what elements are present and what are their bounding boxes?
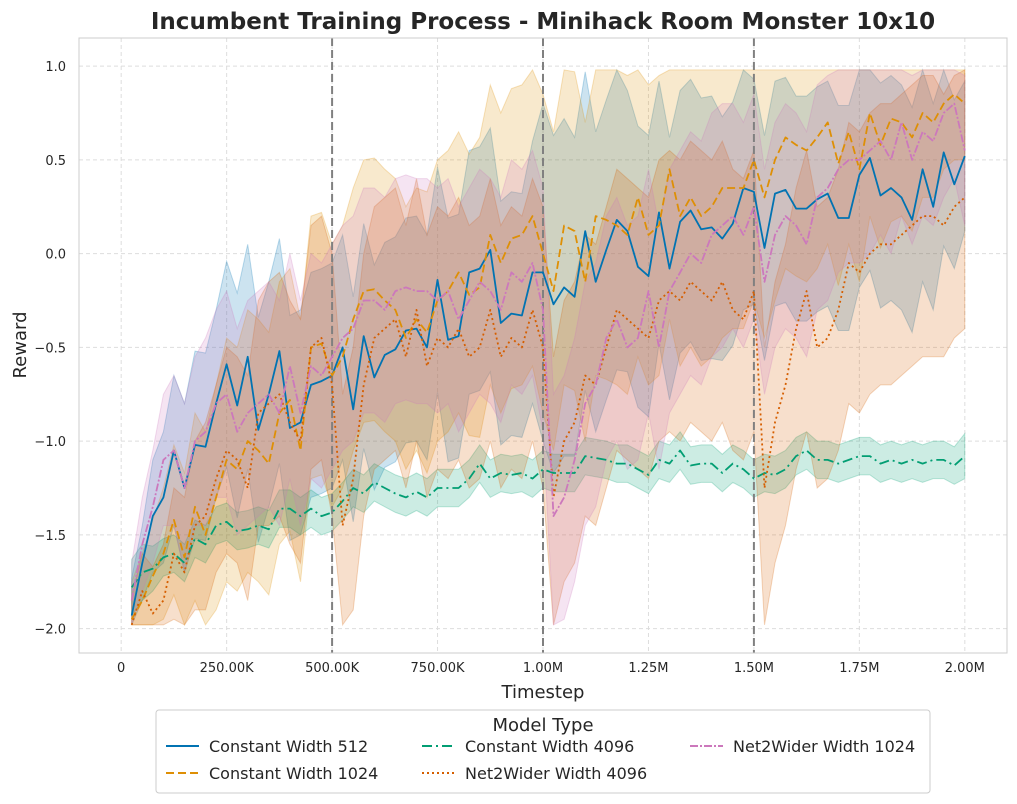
y-tick-label: 1.0	[45, 60, 66, 75]
y-tick-label: 0.0	[45, 248, 66, 263]
x-tick-label: 500.00K	[305, 661, 359, 676]
y-tick-label: −1.0	[34, 435, 66, 450]
legend-title: Model Type	[492, 715, 593, 736]
x-tick-label: 1.25M	[628, 661, 668, 676]
legend-label: Net2Wider Width 1024	[733, 737, 915, 756]
x-tick-label: 2.00M	[945, 661, 985, 676]
y-tick-label: −2.0	[34, 623, 66, 638]
x-tick-label: 250.00K	[200, 661, 254, 676]
legend-label: Constant Width 4096	[465, 737, 634, 756]
confidence-band	[131, 430, 966, 618]
y-tick-label: −0.5	[34, 341, 66, 356]
legend-box	[155, 709, 931, 794]
chart-title: Incumbent Training Process - Minihack Ro…	[151, 9, 935, 35]
x-tick-label: 1.00M	[523, 661, 563, 676]
legend-label: Constant Width 1024	[209, 764, 378, 783]
series-line	[130, 196, 966, 626]
x-tick-label: 750.00K	[411, 661, 465, 676]
series-line	[130, 102, 966, 601]
legend-items: Constant Width 512 Constant Width 1024 Con…	[166, 737, 915, 783]
series-lines	[130, 93, 966, 626]
x-tick-label: 1.50M	[734, 661, 774, 676]
series-line	[130, 449, 966, 588]
x-tick-label: 0	[117, 661, 125, 676]
legend-label: Constant Width 512	[209, 737, 368, 756]
series-line	[130, 151, 966, 616]
tick-labels: 0 250.00K 500.00K 750.00K 1.00M 1.25M 1.50M 1.7…	[34, 60, 984, 676]
x-axis-label: Timestep	[501, 682, 585, 703]
y-tick-label: 0.5	[45, 154, 66, 169]
y-axis-label: Reward	[10, 311, 31, 378]
legend-label: Net2Wider Width 4096	[465, 764, 647, 783]
plot-frame	[78, 37, 1008, 654]
series-line	[130, 93, 966, 620]
y-tick-label: −1.5	[34, 529, 66, 544]
x-tick-label: 1.75M	[839, 661, 879, 676]
